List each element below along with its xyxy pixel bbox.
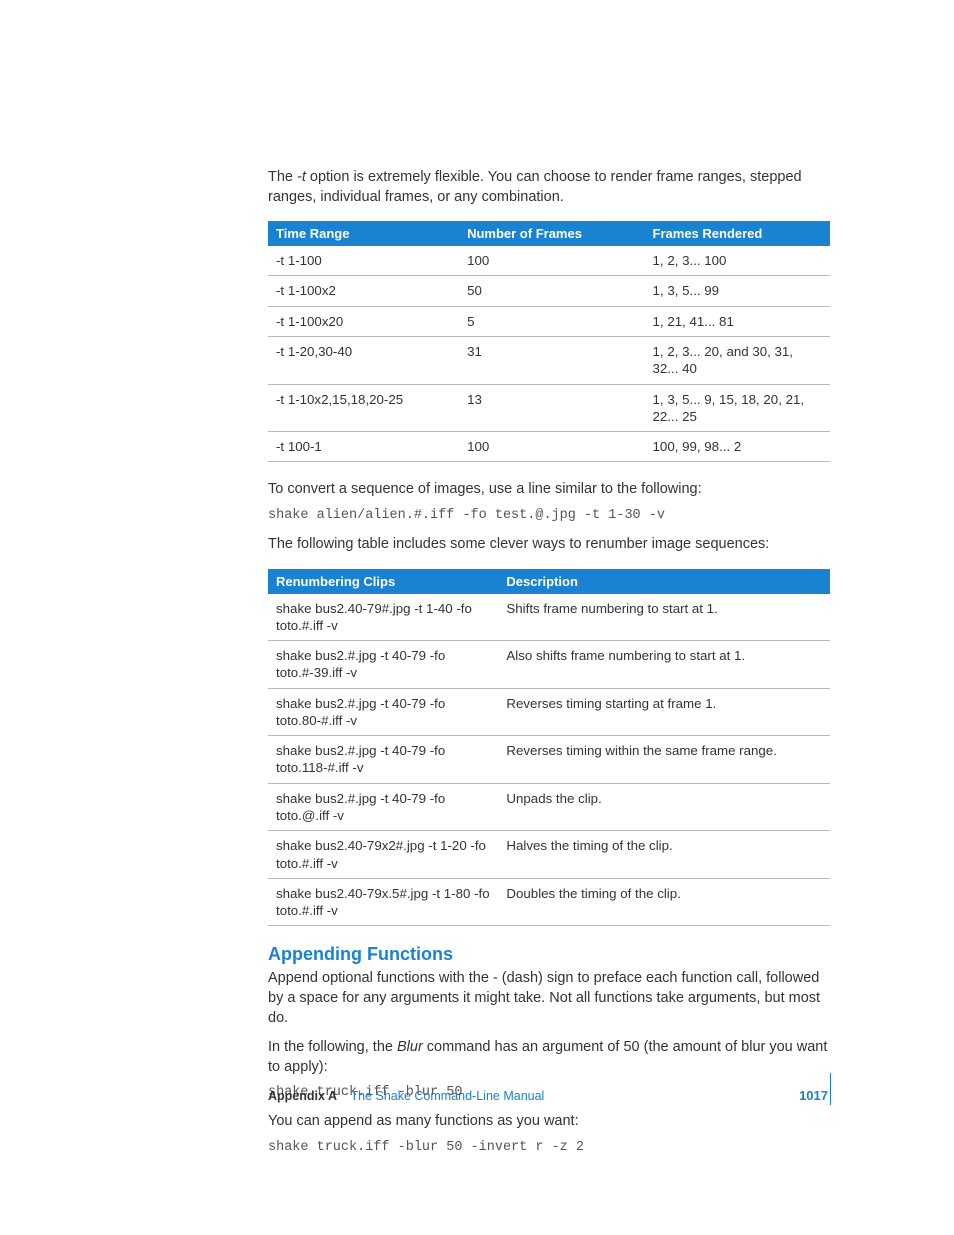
append-p2: In the following, the Blur command has a… [268, 1038, 830, 1077]
table-row: shake bus2.40-79x2#.jpg -t 1-20 -fo toto… [268, 831, 830, 879]
footer-divider [830, 1073, 831, 1105]
table-cell: 31 [459, 336, 644, 384]
append-p1: Append optional functions with the - (da… [268, 969, 830, 1028]
table-row: -t 1-1001001, 2, 3... 100 [268, 246, 830, 276]
time-range-table: Time Range Number of Frames Frames Rende… [268, 221, 830, 462]
convert-paragraph: To convert a sequence of images, use a l… [268, 480, 830, 500]
table-cell: Reverses timing within the same frame ra… [498, 736, 830, 784]
table-cell: shake bus2.40-79x.5#.jpg -t 1-80 -fo tot… [268, 878, 498, 926]
page-content: The -t option is extremely flexible. You… [0, 0, 954, 1155]
table-cell: shake bus2.#.jpg -t 40-79 -fo toto.@.iff… [268, 783, 498, 831]
table-row: shake bus2.40-79#.jpg -t 1-40 -fo toto.#… [268, 594, 830, 641]
th-time-range: Time Range [268, 221, 459, 246]
table-cell: -t 1-100 [268, 246, 459, 276]
code-convert: shake alien/alien.#.iff -fo test.@.jpg -… [268, 508, 830, 523]
page-footer: Appendix A The Shake Command-Line Manual… [268, 1088, 828, 1103]
table-cell: Unpads the clip. [498, 783, 830, 831]
table-cell: 1, 3, 5... 9, 15, 18, 20, 21, 22... 25 [645, 384, 830, 432]
footer-title: The Shake Command-Line Manual [350, 1089, 544, 1103]
table-row: shake bus2.40-79x.5#.jpg -t 1-80 -fo tot… [268, 878, 830, 926]
table-row: -t 1-100x2051, 21, 41... 81 [268, 306, 830, 336]
table-row: -t 1-20,30-40311, 2, 3... 20, and 30, 31… [268, 336, 830, 384]
table-cell: Reverses timing starting at frame 1. [498, 688, 830, 736]
footer-left: Appendix A The Shake Command-Line Manual [268, 1089, 544, 1103]
th-frames-rendered: Frames Rendered [645, 221, 830, 246]
append-p3: You can append as many functions as you … [268, 1112, 830, 1132]
table-cell: Doubles the timing of the clip. [498, 878, 830, 926]
table-row: shake bus2.#.jpg -t 40-79 -fo toto.#-39.… [268, 641, 830, 689]
table-row: shake bus2.#.jpg -t 40-79 -fo toto.80-#.… [268, 688, 830, 736]
intro-text-c: option is extremely flexible. You can ch… [268, 169, 802, 205]
table-cell: Also shifts frame numbering to start at … [498, 641, 830, 689]
table-cell: 100 [459, 246, 644, 276]
table-row: -t 100-1100100, 99, 98... 2 [268, 432, 830, 462]
table-cell: 1, 21, 41... 81 [645, 306, 830, 336]
table-cell: shake bus2.40-79#.jpg -t 1-40 -fo toto.#… [268, 594, 498, 641]
table-cell: shake bus2.40-79x2#.jpg -t 1-20 -fo toto… [268, 831, 498, 879]
th-renumbering: Renumbering Clips [268, 569, 498, 594]
table-cell: shake bus2.#.jpg -t 40-79 -fo toto.118-#… [268, 736, 498, 784]
table-row: shake bus2.#.jpg -t 40-79 -fo toto.118-#… [268, 736, 830, 784]
table-cell: 1, 2, 3... 100 [645, 246, 830, 276]
table-cell: 1, 2, 3... 20, and 30, 31, 32... 40 [645, 336, 830, 384]
table-cell: shake bus2.#.jpg -t 40-79 -fo toto.80-#.… [268, 688, 498, 736]
renumber-intro: The following table includes some clever… [268, 535, 830, 555]
table-cell: -t 1-100x2 [268, 276, 459, 306]
table-cell: 50 [459, 276, 644, 306]
append-blur: Blur [397, 1039, 423, 1055]
section-heading: Appending Functions [268, 944, 830, 965]
table-cell: Shifts frame numbering to start at 1. [498, 594, 830, 641]
table-cell: 100, 99, 98... 2 [645, 432, 830, 462]
intro-text-a: The [268, 169, 297, 185]
footer-page-number: 1017 [799, 1088, 828, 1103]
table-cell: -t 100-1 [268, 432, 459, 462]
table-cell: 13 [459, 384, 644, 432]
append-p2a: In the following, the [268, 1039, 397, 1055]
renumbering-table: Renumbering Clips Description shake bus2… [268, 569, 830, 927]
intro-option: -t [297, 169, 306, 185]
table-row: -t 1-10x2,15,18,20-25131, 3, 5... 9, 15,… [268, 384, 830, 432]
th-description: Description [498, 569, 830, 594]
table-cell: 5 [459, 306, 644, 336]
table-row: shake bus2.#.jpg -t 40-79 -fo toto.@.iff… [268, 783, 830, 831]
table-cell: -t 1-10x2,15,18,20-25 [268, 384, 459, 432]
table-row: -t 1-100x2501, 3, 5... 99 [268, 276, 830, 306]
table-cell: 1, 3, 5... 99 [645, 276, 830, 306]
intro-paragraph: The -t option is extremely flexible. You… [268, 168, 830, 207]
th-num-frames: Number of Frames [459, 221, 644, 246]
code-multi: shake truck.iff -blur 50 -invert r -z 2 [268, 1140, 830, 1155]
footer-appendix: Appendix A [268, 1089, 337, 1103]
table-cell: 100 [459, 432, 644, 462]
table-cell: shake bus2.#.jpg -t 40-79 -fo toto.#-39.… [268, 641, 498, 689]
table-cell: Halves the timing of the clip. [498, 831, 830, 879]
table-cell: -t 1-20,30-40 [268, 336, 459, 384]
table-cell: -t 1-100x20 [268, 306, 459, 336]
